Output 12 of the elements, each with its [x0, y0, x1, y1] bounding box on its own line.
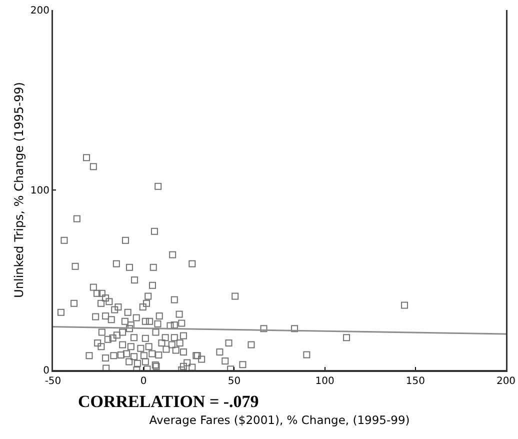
y-tick-label: 0 — [43, 366, 50, 376]
y-axis-title: Unlinked Trips, % Change (1995-99) — [12, 82, 26, 298]
x-axis-title: Average Fares ($2001), % Change, (1995-99) — [149, 413, 410, 428]
y-tick-label: 200 — [30, 6, 50, 16]
x-tick-label: 150 — [406, 376, 425, 387]
x-tick-label: 0 — [140, 376, 147, 387]
text: CORRELATION = -.079 — [78, 392, 259, 411]
x-tick-label: 100 — [315, 376, 334, 387]
x-tick-label: 50 — [228, 376, 241, 387]
x-tick-label: -50 — [44, 376, 62, 387]
y-tick-label: 100 — [30, 186, 50, 196]
x-tick-label: 200 — [496, 376, 516, 387]
